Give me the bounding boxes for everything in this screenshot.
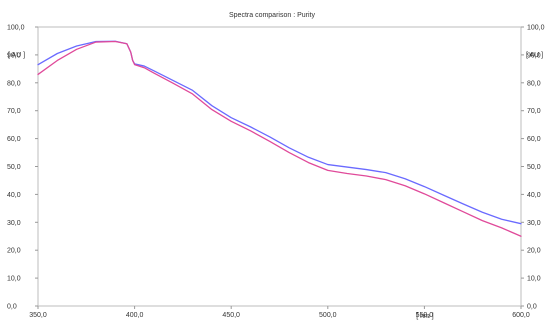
y-axis-left: 0,0 10,0 20,0 30,0 40,0 50,0 60,0 70,0 80,0 90,0 1… bbox=[7, 25, 38, 311]
x-tick-label: 400,0 bbox=[126, 312, 144, 319]
y-tick-label-right: 100,0 bbox=[527, 25, 545, 32]
y-tick-label-left: 10,0 bbox=[7, 276, 21, 283]
y-tick-label-left: 60,0 bbox=[7, 136, 21, 143]
y-tick-label-right: 0,0 bbox=[527, 304, 537, 311]
x-tick-label: 350,0 bbox=[29, 312, 47, 319]
y-axis-right: 0,0 10,0 20,0 30,0 40,0 50,0 60,0 70,0 80,0 90,0 1… bbox=[521, 25, 545, 311]
y-unit-label-left: [ AU ] bbox=[8, 52, 25, 59]
x-unit-label: [ nm ] bbox=[416, 313, 434, 320]
y-tick-label-right: 10,0 bbox=[527, 276, 541, 283]
y-tick-label-left: 80,0 bbox=[7, 80, 21, 87]
y-tick-label-right: 90,0 bbox=[527, 52, 541, 59]
y-tick-label-left: 50,0 bbox=[7, 164, 21, 171]
y-tick-label-right: 60,0 bbox=[527, 136, 541, 143]
y-tick-label-left: 30,0 bbox=[7, 220, 21, 227]
y-tick-label-left: 20,0 bbox=[7, 248, 21, 255]
y-tick-label-left: 90,0 bbox=[7, 52, 21, 59]
y-unit-label-right: [ AU ] bbox=[526, 52, 543, 59]
y-tick-label-right: 80,0 bbox=[527, 80, 541, 87]
series-layer bbox=[37, 40, 522, 237]
plot-frame bbox=[37, 26, 522, 307]
y-tick-label-right: 50,0 bbox=[527, 164, 541, 171]
x-axis: 350,0 400,0 450,0 500,0 550,0 600,0 bbox=[29, 306, 530, 319]
y-tick-label-right: 30,0 bbox=[527, 220, 541, 227]
series-line-1 bbox=[37, 40, 522, 225]
y-tick-label-left: 100,0 bbox=[7, 25, 25, 32]
x-tick-label: 500,0 bbox=[319, 312, 337, 319]
y-tick-label-right: 70,0 bbox=[527, 108, 541, 115]
y-tick-label-left: 0,0 bbox=[7, 304, 17, 311]
x-tick-label: 550,0 bbox=[416, 312, 434, 319]
series-line-2 bbox=[37, 40, 522, 237]
y-tick-label-right: 20,0 bbox=[527, 248, 541, 255]
y-tick-label-left: 70,0 bbox=[7, 108, 21, 115]
y-tick-label-left: 40,0 bbox=[7, 192, 21, 199]
chart-title: Spectra comparison : Purity bbox=[229, 12, 315, 19]
y-tick-label-right: 40,0 bbox=[527, 192, 541, 199]
x-tick-label: 450,0 bbox=[222, 312, 240, 319]
x-tick-label: 600,0 bbox=[512, 312, 530, 319]
